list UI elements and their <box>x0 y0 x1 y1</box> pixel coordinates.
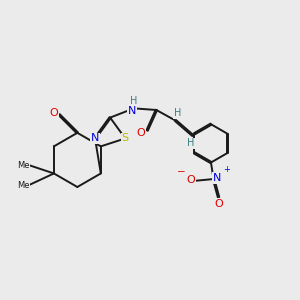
Text: H: H <box>130 96 138 106</box>
Text: Me: Me <box>17 181 29 190</box>
Text: O: O <box>137 128 146 138</box>
Text: +: + <box>223 165 230 174</box>
Text: −: − <box>177 167 186 177</box>
Text: N: N <box>128 106 136 116</box>
Text: S: S <box>122 134 129 143</box>
Text: O: O <box>186 175 195 185</box>
Text: H: H <box>187 138 194 148</box>
Text: O: O <box>215 199 224 209</box>
Text: N: N <box>91 134 99 143</box>
Text: O: O <box>50 108 58 118</box>
Text: N: N <box>213 173 221 183</box>
Text: H: H <box>174 108 181 118</box>
Text: Me: Me <box>17 161 29 170</box>
